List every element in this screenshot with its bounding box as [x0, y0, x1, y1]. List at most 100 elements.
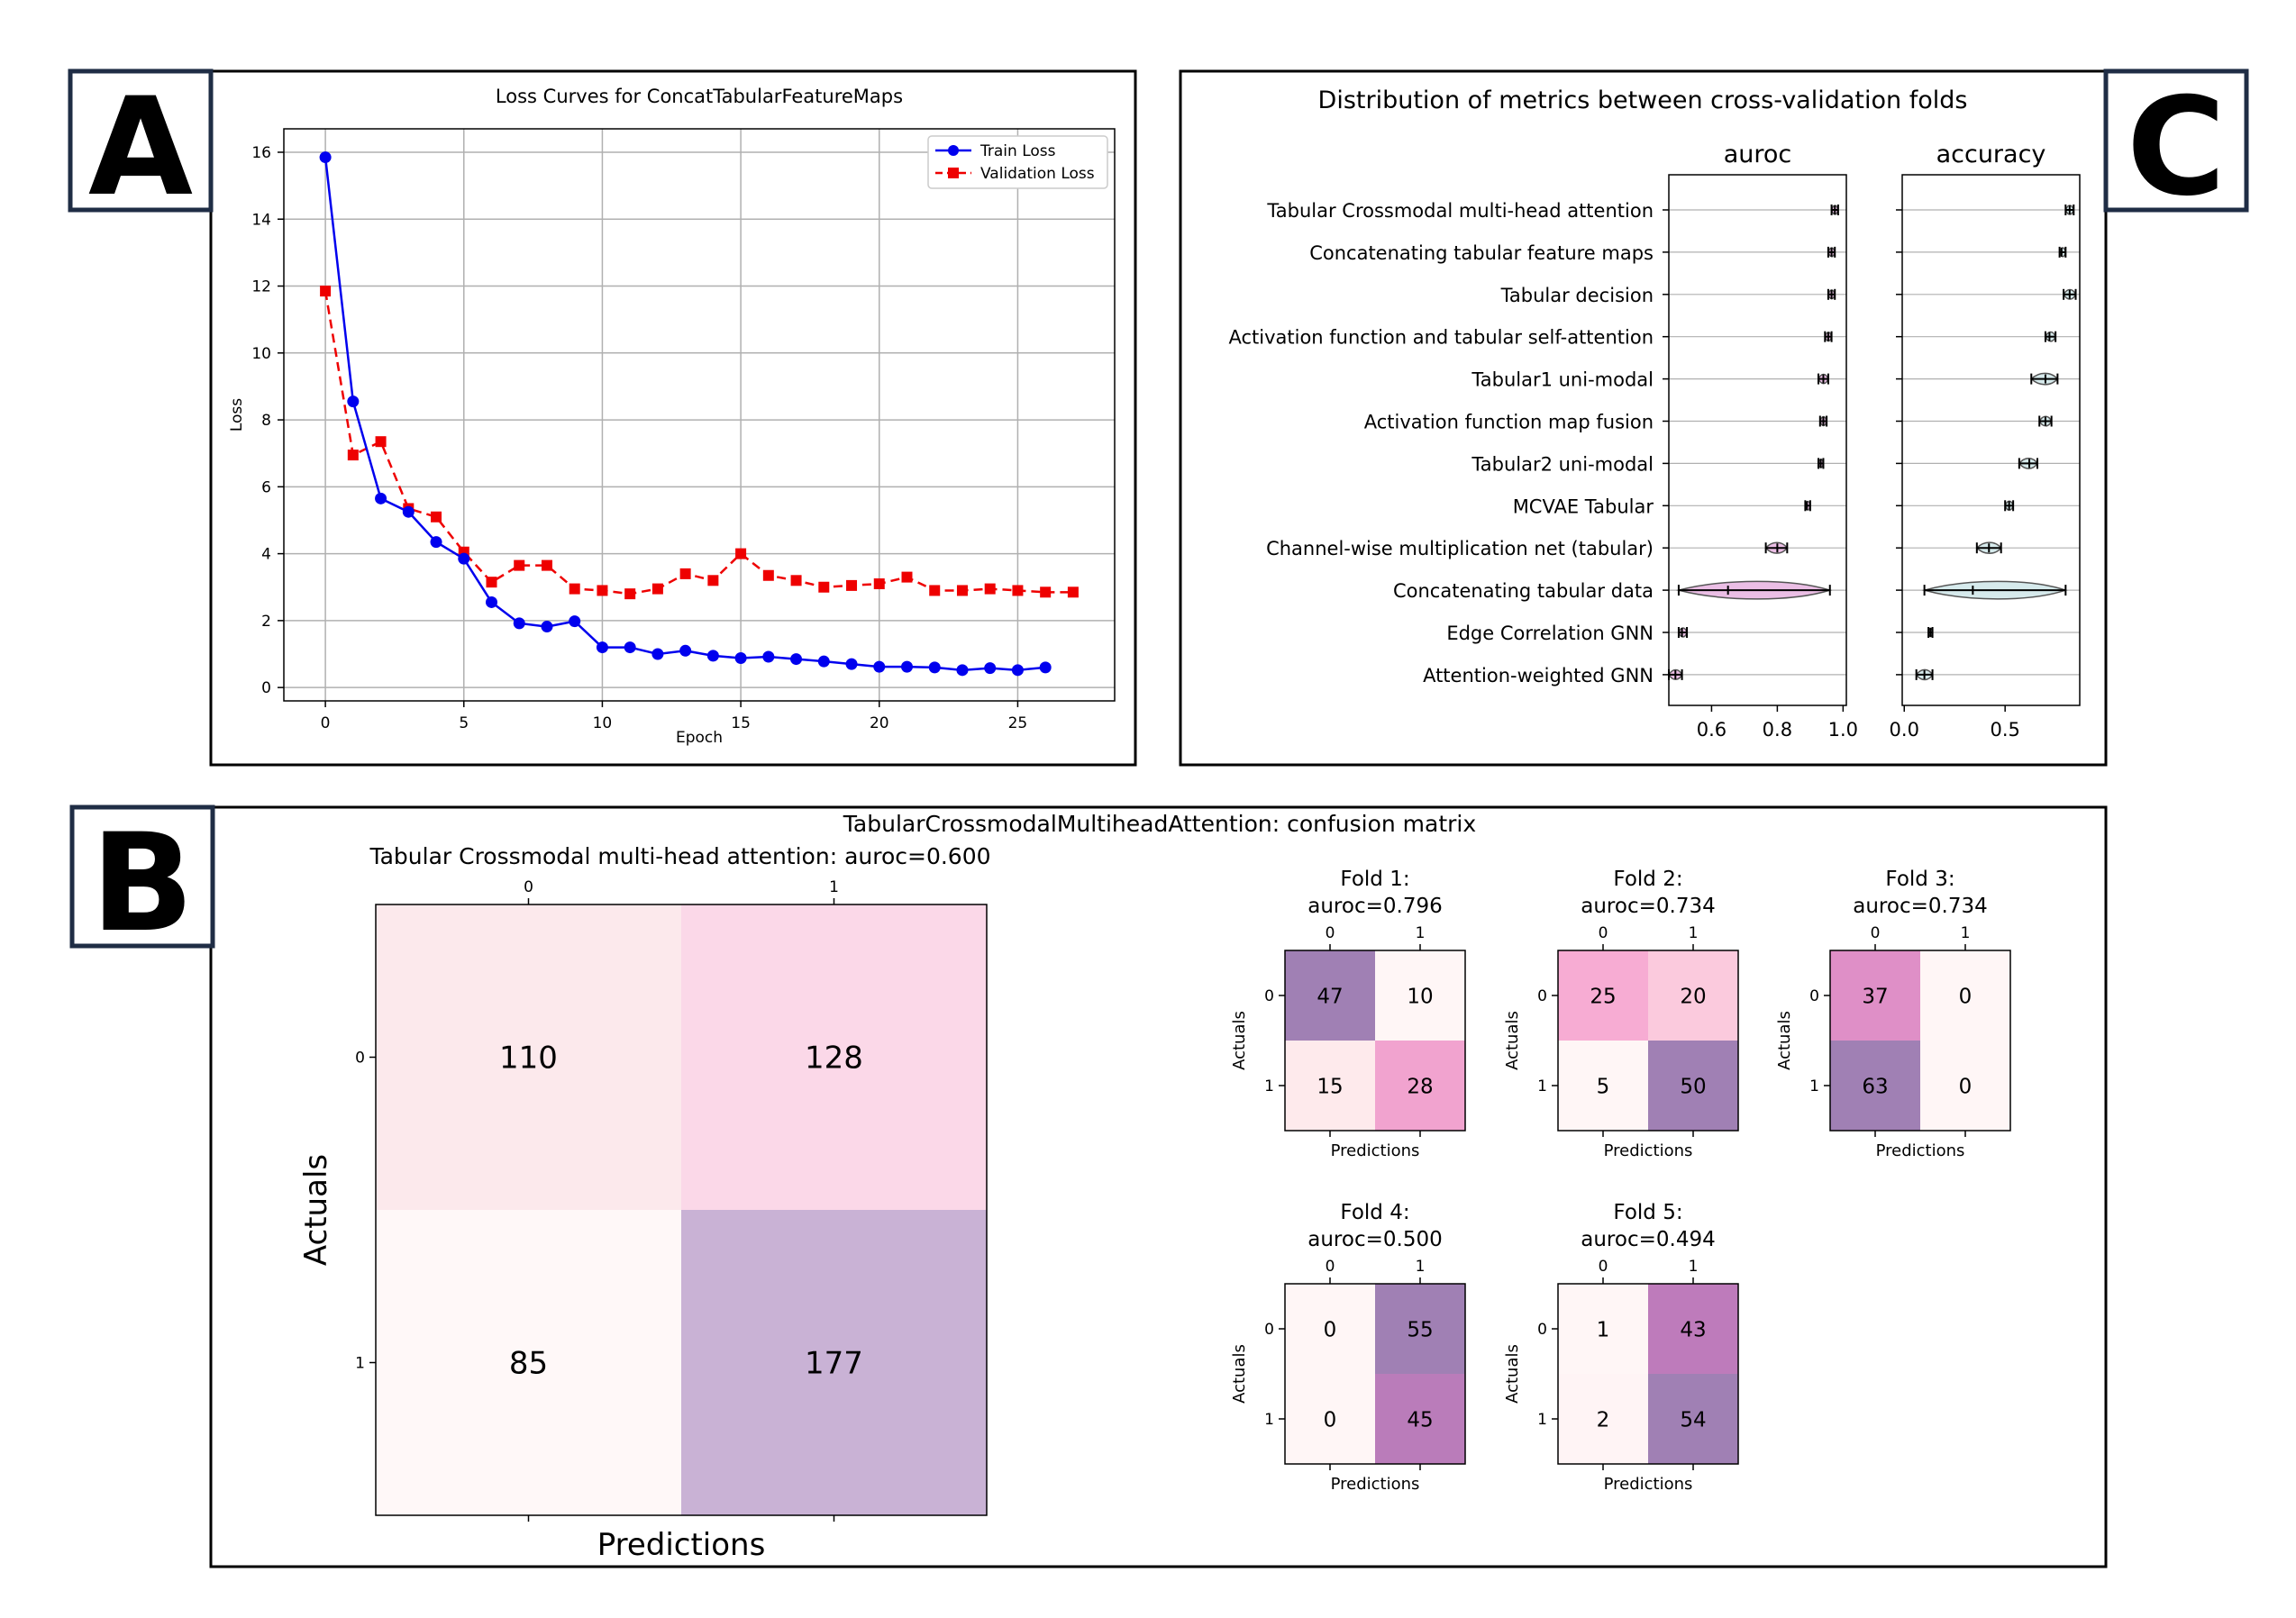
cell-value: 55	[1407, 1318, 1433, 1341]
top-tick-label: 0	[1326, 924, 1335, 942]
matrix-cell	[1285, 950, 1375, 1041]
y-tick-label: 14	[251, 211, 271, 229]
cell-value: 43	[1680, 1318, 1706, 1341]
validation-loss-point	[347, 450, 359, 461]
validation-loss-point	[901, 571, 913, 583]
validation-loss-point	[873, 578, 885, 590]
category-label: Edge Correlation GNN	[1446, 623, 1654, 644]
category-label: Activation function map fusion	[1364, 412, 1654, 433]
left-tick-label: 0	[1809, 987, 1819, 1005]
train-loss-point	[319, 151, 332, 164]
top-tick-label: 0	[1326, 1258, 1335, 1276]
cell-value: 50	[1680, 1075, 1706, 1098]
train-loss-point	[651, 648, 664, 660]
cell-value: 25	[1590, 985, 1616, 1008]
category-label: Concatenating tabular data	[1393, 580, 1654, 602]
category-label: Tabular1 uni-modal	[1471, 369, 1654, 391]
matrix-cell	[1375, 1374, 1465, 1464]
cell-value: 0	[1959, 1075, 1973, 1098]
cell-value: 54	[1680, 1408, 1706, 1432]
matrix-frame	[1284, 1283, 1466, 1465]
fold-auroc: auroc=0.500	[1307, 1228, 1442, 1251]
matrix-cell	[1648, 1041, 1738, 1131]
validation-loss-point	[1012, 585, 1024, 596]
violin-panel-frame	[1901, 174, 2081, 706]
left-tick-label: 1	[1537, 1411, 1547, 1429]
matrix-frame	[1557, 1283, 1739, 1465]
left-tick-label: 0	[1264, 987, 1274, 1005]
left-tick-label: 1	[1264, 1077, 1274, 1095]
train-loss-point	[901, 660, 913, 673]
x-tick-label: 0.5	[1990, 719, 2019, 741]
category-label: MCVAE Tabular	[1513, 495, 1654, 517]
y-tick-label: 16	[251, 144, 271, 162]
panel-c-label-box	[2103, 68, 2249, 213]
matrix-frame	[1829, 950, 2011, 1132]
train-loss-point	[458, 552, 470, 565]
cell-value: 1	[1597, 1318, 1610, 1341]
train-loss-point	[569, 615, 581, 628]
x-axis-label: Predictions	[1604, 1141, 1693, 1160]
panel-a: A 0 5 10 15 20 25 0 2 4 6 8 10 12 14 16 Loss Curves for…	[68, 68, 1137, 767]
cell-value: 128	[805, 1041, 863, 1077]
y-axis-label: Loss	[228, 398, 246, 432]
y-axis-label: Actuals	[1503, 1011, 1522, 1070]
fold-auroc: auroc=0.796	[1307, 895, 1442, 918]
x-axis-label: Predictions	[597, 1527, 766, 1563]
validation-loss-point	[1040, 586, 1052, 598]
cell-value: 110	[499, 1041, 558, 1077]
cell-value: 20	[1680, 985, 1706, 1008]
category-label: Tabular decision	[1500, 285, 1654, 306]
left-tick-label: 0	[1264, 1321, 1274, 1339]
left-tick-label: 0	[1537, 987, 1547, 1005]
top-tick-label: 0	[1871, 924, 1881, 942]
cell-value: 28	[1407, 1075, 1433, 1098]
validation-loss-point	[375, 436, 387, 448]
x-tick-label: 10	[593, 714, 613, 732]
matrix-cell	[1920, 1041, 2010, 1131]
legend-box	[927, 135, 1108, 189]
x-axis-label: Predictions	[1331, 1475, 1420, 1494]
validation-loss-point	[735, 548, 747, 559]
train-loss-point	[845, 658, 858, 670]
validation-loss-point	[846, 579, 858, 591]
train-loss-point	[873, 660, 886, 673]
fold-title: Fold 1:	[1340, 868, 1409, 891]
x-axis-label: Predictions	[1876, 1141, 1965, 1160]
x-tick-label: 25	[1008, 714, 1028, 732]
matrix-cell	[1648, 1374, 1738, 1464]
x-axis-label: Predictions	[1604, 1475, 1693, 1494]
panel-b: B TabularCrossmodalMultiheadAttention: c…	[69, 804, 2108, 1568]
left-tick-label: 0	[355, 1049, 365, 1067]
plot-frame	[283, 128, 1116, 702]
y-tick-label: 12	[251, 278, 271, 296]
top-tick-label: 1	[1689, 1258, 1699, 1276]
y-tick-label: 0	[261, 679, 271, 697]
y-tick-label: 2	[261, 613, 271, 631]
panel-c-frame	[1179, 69, 2108, 767]
matrix-cell	[1375, 1284, 1465, 1374]
validation-loss-point	[762, 569, 774, 581]
x-tick-label: 20	[870, 714, 889, 732]
matrix-cell	[1285, 1284, 1375, 1374]
legend-val-marker	[948, 168, 959, 178]
matrix-cell	[1558, 1041, 1648, 1131]
matrix-cell	[1648, 950, 1738, 1041]
panel-a-label: A	[88, 69, 193, 226]
legend-train-marker	[948, 145, 959, 156]
legend-train-label: Train Loss	[979, 142, 1056, 160]
top-tick-label: 1	[1416, 924, 1426, 942]
train-loss-point	[513, 617, 525, 630]
validation-loss-point	[818, 581, 830, 593]
top-tick-label: 1	[1689, 924, 1699, 942]
y-axis-label: Actuals	[1775, 1011, 1794, 1070]
matrix-cell	[1920, 950, 2010, 1041]
train-loss-point	[706, 650, 719, 662]
x-tick-label: 15	[731, 714, 751, 732]
top-tick-label: 0	[524, 878, 533, 896]
left-tick-label: 1	[1809, 1077, 1819, 1095]
cell-value: 0	[1959, 985, 1973, 1008]
matrix-cell	[1830, 950, 1920, 1041]
validation-loss-point	[1067, 586, 1079, 598]
x-tick-label: 0.6	[1697, 719, 1727, 741]
